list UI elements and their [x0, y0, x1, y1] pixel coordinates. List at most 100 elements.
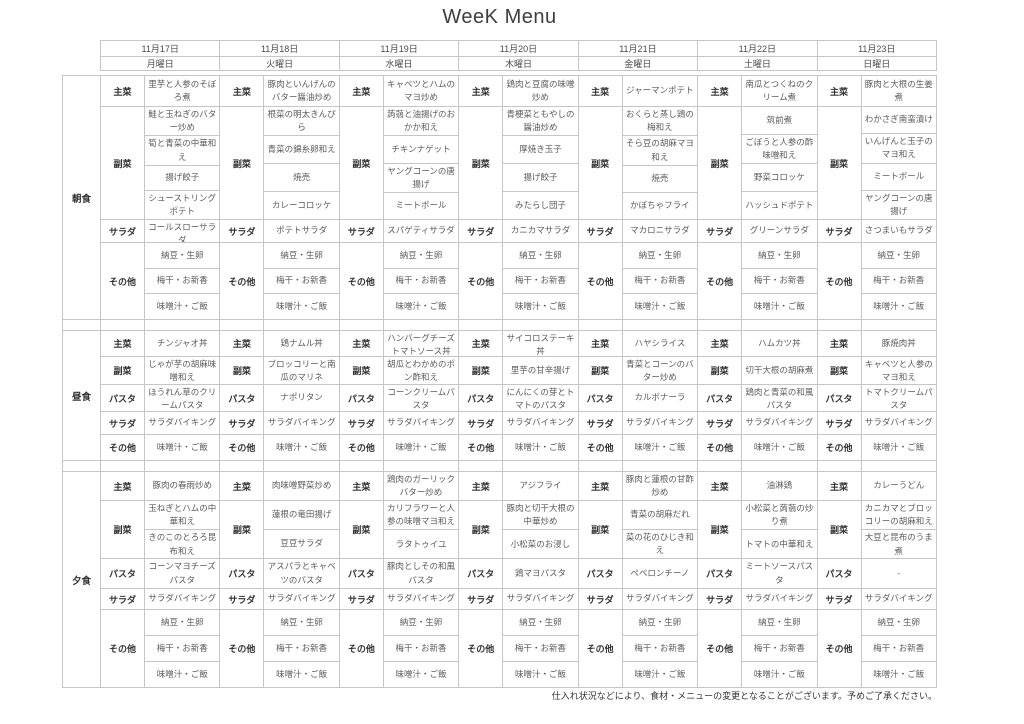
footer-note: 仕入れ状況などにより、食材・メニューの変更となることがございます。予めご了承くだ…: [551, 691, 937, 701]
menu-item: チキンナゲット: [383, 135, 459, 162]
row-group-salad: サラダ カニカマサラダ: [459, 219, 578, 242]
item-stack: ハヤシライス: [623, 331, 697, 356]
gap-cell: [340, 461, 384, 471]
menu-item: 野菜コロッケ: [742, 163, 817, 191]
item-stack: 小松菜と蒟蒻の炒り煮 トマトの中華和え: [742, 501, 817, 558]
item-stack: 納豆・生卵 梅干・お新香 味噌汁・ご飯: [264, 243, 339, 319]
row-group-main: 主菜 ハンバーグチーズトマトソース丼: [340, 331, 458, 356]
item-stack: サラダバイキング: [145, 589, 219, 609]
row-label-main: 主菜: [698, 472, 743, 500]
row-label-pasta: パスタ: [220, 559, 265, 588]
row-group-other: その他 納豆・生卵 梅干・お新香 味噌汁・ご飯: [817, 609, 936, 687]
row-label-pasta: パスタ: [459, 385, 504, 411]
day-header: 11月22日 土曜日: [697, 41, 817, 70]
day-column: 主菜 豚肉の春雨炒め 副菜 玉ねぎとハムの中華和え きのこのとろろ昆布和え パスタ コーンマ…: [100, 472, 220, 687]
item-stack: ポテトサラダ: [264, 220, 338, 242]
menu-item: 梅干・お新香: [264, 635, 339, 661]
row-label-other: その他: [818, 435, 862, 460]
menu-item: サラダバイキング: [148, 593, 217, 604]
day-header: 11月19日 水曜日: [338, 41, 459, 70]
row-group-salad: サラダ サラダバイキング: [578, 411, 698, 434]
row-group-side: 副菜 青菜とコーンのバター炒め: [578, 356, 698, 384]
gap-cell: [100, 320, 219, 330]
row-group-salad: サラダ サラダバイキング: [698, 588, 817, 609]
page-title: WeeK Menu: [442, 6, 557, 28]
item-stack: 納豆・生卵 梅干・お新香 味噌汁・ご飯: [383, 610, 459, 687]
row-label-salad: サラダ: [101, 589, 145, 609]
menu-item: 味噌汁・ご飯: [622, 293, 698, 319]
menu-item: 味噌汁・ご飯: [742, 293, 817, 319]
row-label-other: その他: [579, 243, 623, 319]
item-stack: 蓮根の竜田揚げ 豆豆サラダ: [264, 501, 339, 558]
item-stack: チンジャオ丼: [145, 331, 219, 356]
menu-item: 根菜の明太きんぴら: [267, 109, 336, 133]
row-group-salad: サラダ マカロニサラダ: [578, 219, 698, 242]
section-dinner: 夕食 主菜 豚肉の春雨炒め 副菜 玉ねぎとハムの中華和え きのこのとろろ昆布和え パスタ コー…: [62, 471, 937, 688]
gap-cell: [63, 320, 100, 330]
row-label-pasta: パスタ: [340, 559, 384, 588]
row-group-other: その他 納豆・生卵 梅干・お新香 味噌汁・ご飯: [101, 609, 220, 687]
row-group-salad: サラダ サラダバイキング: [220, 588, 339, 609]
menu-item: 梅干・お新香: [503, 635, 578, 661]
row-label-salad: サラダ: [101, 220, 145, 242]
menu-item: ポテトサラダ: [276, 225, 328, 236]
row-label-other: その他: [220, 243, 265, 319]
row-label-main: 主菜: [818, 472, 862, 500]
row-label-side: 副菜: [579, 107, 623, 219]
menu-item: ミートソースパスタ: [745, 561, 814, 585]
gap-cell: [220, 320, 265, 330]
row-label-main: 主菜: [220, 76, 265, 106]
menu-item: サラダバイキング: [387, 417, 455, 428]
item-stack: 青菜の胡麻だれ 菜の花のひじき和え: [622, 501, 698, 558]
menu-item: 味噌汁・ご飯: [861, 661, 936, 687]
row-group-pasta: パスタ 鶏肉と青菜の和風パスタ: [698, 384, 817, 411]
row-group-pasta: パスタ ナポリタン: [220, 384, 339, 411]
item-stack: ペペロンチーノ: [623, 559, 697, 588]
menu-item: 味噌汁・ご飯: [503, 293, 578, 319]
item-stack: 肉味噌野菜炒め: [264, 472, 338, 500]
section-gap: [62, 320, 937, 330]
row-label-side: 副菜: [101, 107, 145, 219]
gap-cell: [579, 320, 623, 330]
row-group-main: 主菜 豚焼肉丼: [818, 331, 936, 356]
gap-cell: [579, 461, 623, 471]
menu-item: 玉ねぎとハムの中華和え: [148, 503, 217, 527]
item-stack: ナポリタン: [264, 385, 338, 411]
menu-item: サラダバイキング: [148, 417, 217, 428]
menu-item: 大豆と昆布のうま煮: [861, 529, 936, 558]
row-group-main: 主菜 豚肉の春雨炒め: [101, 472, 219, 500]
menu-item: カリフラワーと人参の味噌マヨ和え: [387, 503, 456, 527]
menu-item: シューストリングポテト: [145, 189, 220, 219]
item-stack: サラダバイキング: [623, 589, 697, 609]
row-label-side: 副菜: [818, 107, 862, 219]
row-label-other: その他: [698, 435, 743, 460]
row-group-main: 主菜 豚肉といんげんのバター醤油炒め: [220, 76, 338, 106]
item-stack: 納豆・生卵 梅干・お新香 味噌汁・ご飯: [622, 610, 698, 687]
row-label-other: その他: [579, 435, 623, 460]
menu-item: カレーうどん: [873, 480, 925, 491]
row-group-other: その他 納豆・生卵 梅干・お新香 味噌汁・ご飯: [220, 242, 339, 319]
item-stack: サラダバイキング: [384, 589, 458, 609]
menu-item: 青菜とコーンのバター炒め: [626, 359, 694, 383]
header-row: 11月17日 月曜日 11月18日 火曜日 11月19日 水曜日 11月20日 木曜日 11月2…: [100, 40, 937, 71]
menu-item: 里芋の甘辛揚げ: [510, 364, 571, 375]
menu-item: 納豆・生卵: [638, 249, 682, 260]
menu-item: ナポリタン: [280, 392, 323, 403]
menu-item: サラダバイキング: [267, 593, 336, 604]
menu-item: トマトクリームパスタ: [864, 387, 933, 411]
row-group-other: その他 味噌汁・ご飯: [220, 434, 339, 460]
menu-item: 納豆・生卵: [758, 616, 801, 627]
item-stack: 南瓜とつくねのクリーム煮: [742, 76, 816, 106]
row-label-main: 主菜: [340, 76, 384, 106]
row-label-salad: サラダ: [220, 412, 265, 434]
item-stack: マカロニサラダ: [623, 220, 697, 242]
menu-item: チンジャオ丼: [156, 337, 208, 348]
menu-item: ミートボール: [861, 162, 936, 190]
item-stack: 豚肉と蓮根の甘酢炒め: [623, 472, 697, 500]
menu-item: ラタトゥイユ: [383, 529, 459, 558]
row-group-main: 主菜 南瓜とつくねのクリーム煮: [698, 76, 816, 106]
menu-item: カルボナーラ: [634, 392, 686, 403]
gap-cell: [459, 461, 504, 471]
menu-item: 梅干・お新香: [145, 267, 220, 294]
item-stack: 納豆・生卵 梅干・お新香 味噌汁・ご飯: [861, 243, 936, 319]
